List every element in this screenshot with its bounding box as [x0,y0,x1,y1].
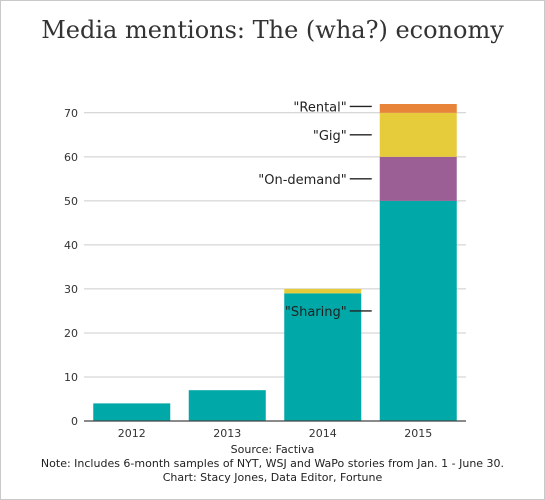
bar-segment [188,390,266,421]
x-tick-label: 2015 [404,427,432,440]
x-tick-label: 2012 [118,427,146,440]
y-tick-label: 50 [64,195,78,208]
bar-segment [379,156,457,201]
x-tick-label: 2013 [213,427,241,440]
bar-segment [284,293,362,421]
series-label: "On-demand" [258,173,347,188]
y-tick-label: 60 [64,151,78,164]
y-tick-label: 20 [64,327,78,340]
chart-title: Media mentions: The (wha?) economy [41,16,504,44]
series-label: "Rental" [293,100,346,115]
series-label: "Sharing" [285,305,347,320]
credit-note: Chart: Stacy Jones, Data Editor, Fortune [162,471,383,484]
source-note: Source: Factiva [230,443,315,456]
bar-segment [379,112,457,157]
y-tick-label: 40 [64,239,78,252]
sample-note: Note: Includes 6-month samples of NYT, W… [40,457,505,470]
bar-segment [379,104,457,113]
bar-segment [93,403,171,421]
y-tick-label: 10 [64,371,78,384]
series-label: "Gig" [313,129,347,144]
axes: 0 10 20 30 40 50 60 70 2012 2013 2014 2015 [64,107,466,440]
series-labels: "Sharing" "On-demand" "Gig" "Rental" [258,100,372,320]
y-tick-label: 0 [71,415,78,428]
bar-segment [379,200,457,421]
y-tick-label: 70 [64,107,78,120]
bars [93,104,457,421]
chart-footer: Source: Factiva Note: Includes 6-month s… [0,443,545,485]
x-tick-label: 2014 [309,427,337,440]
y-tick-label: 30 [64,283,78,296]
bar-segment [284,288,362,294]
